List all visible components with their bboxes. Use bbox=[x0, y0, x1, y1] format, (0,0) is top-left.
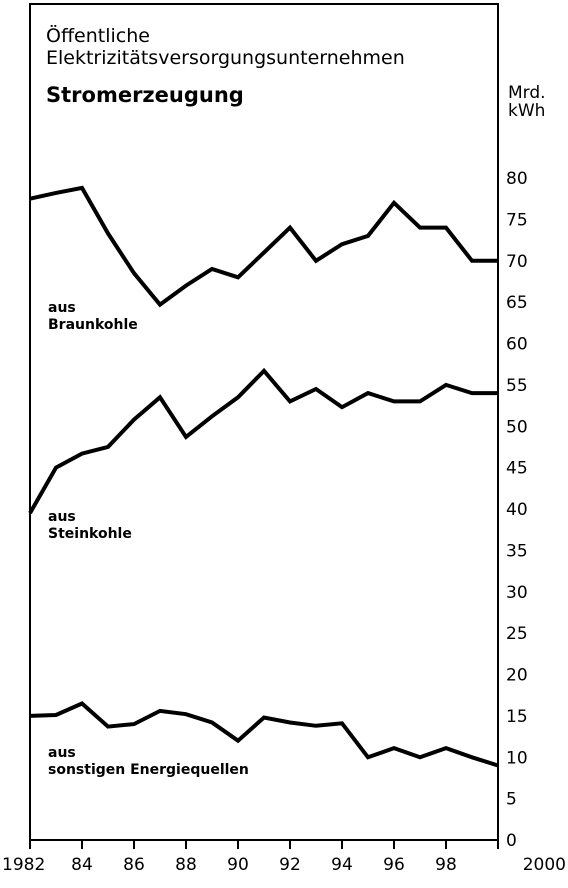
y-tick-label: 5 bbox=[506, 790, 517, 810]
y-tick-label: 60 bbox=[506, 335, 528, 355]
series-braunkohle-label-line2: Braunkohle bbox=[48, 317, 138, 333]
y-tick-label: 65 bbox=[506, 293, 528, 313]
y-tick-label: 25 bbox=[506, 624, 528, 644]
y-unit-line2: kWh bbox=[508, 101, 545, 121]
x-tick-label: 2000 bbox=[523, 855, 566, 875]
x-tick-label: 98 bbox=[435, 855, 457, 875]
y-unit-line1: Mrd. bbox=[508, 83, 546, 103]
x-tick-label: 84 bbox=[71, 855, 93, 875]
x-tick-label: 90 bbox=[227, 855, 249, 875]
y-tick-label: 50 bbox=[506, 417, 528, 437]
chart-subtitle: Stromerzeugung bbox=[46, 83, 244, 107]
y-tick-label: 80 bbox=[506, 169, 528, 189]
y-tick-label: 40 bbox=[506, 500, 528, 520]
x-tick-label: 86 bbox=[123, 855, 145, 875]
series-braunkohle-line bbox=[29, 185, 498, 308]
series-braunkohle-label-line1: aus bbox=[48, 300, 76, 316]
chart-title-line1: Öffentliche bbox=[46, 24, 150, 47]
y-tick-label: 30 bbox=[506, 583, 528, 603]
y-tick-label: 0 bbox=[506, 831, 517, 851]
y-axis-ticks: 0 5 10 15 20 25 30 35 40 45 50 55 60 65 70 75 80 bbox=[506, 169, 528, 851]
y-tick-label: 20 bbox=[506, 666, 528, 686]
plot-frame bbox=[29, 3, 499, 841]
series-sonstige-label-line2: sonstigen Energiequellen bbox=[48, 762, 249, 778]
y-tick-label: 35 bbox=[506, 541, 528, 561]
series-sonstige-line bbox=[29, 701, 499, 768]
series-steinkohle-label-line2: Steinkohle bbox=[48, 526, 132, 542]
series-steinkohle-line bbox=[28, 367, 498, 515]
y-tick-label: 75 bbox=[506, 210, 528, 230]
x-tick-label: 88 bbox=[175, 855, 197, 875]
chart-title-line2: Elektrizitätsversorgungsunternehmen bbox=[46, 47, 405, 69]
y-tick-label: 55 bbox=[506, 376, 528, 396]
series-layer bbox=[28, 185, 499, 768]
x-tick-label: 1982 bbox=[2, 855, 45, 875]
y-tick-label: 70 bbox=[506, 252, 528, 272]
x-tick-label: 94 bbox=[331, 855, 353, 875]
series-sonstige-label-line1: aus bbox=[48, 745, 76, 761]
y-tick-label: 15 bbox=[506, 707, 528, 727]
x-tick-label: 96 bbox=[383, 855, 405, 875]
y-tick-label: 10 bbox=[506, 748, 528, 768]
x-tick-label: 92 bbox=[279, 855, 301, 875]
series-steinkohle-label-line1: aus bbox=[48, 509, 76, 525]
x-axis-ticks: 1982 84 86 88 90 92 94 96 98 2000 bbox=[2, 840, 566, 875]
y-tick-label: 45 bbox=[506, 459, 528, 479]
